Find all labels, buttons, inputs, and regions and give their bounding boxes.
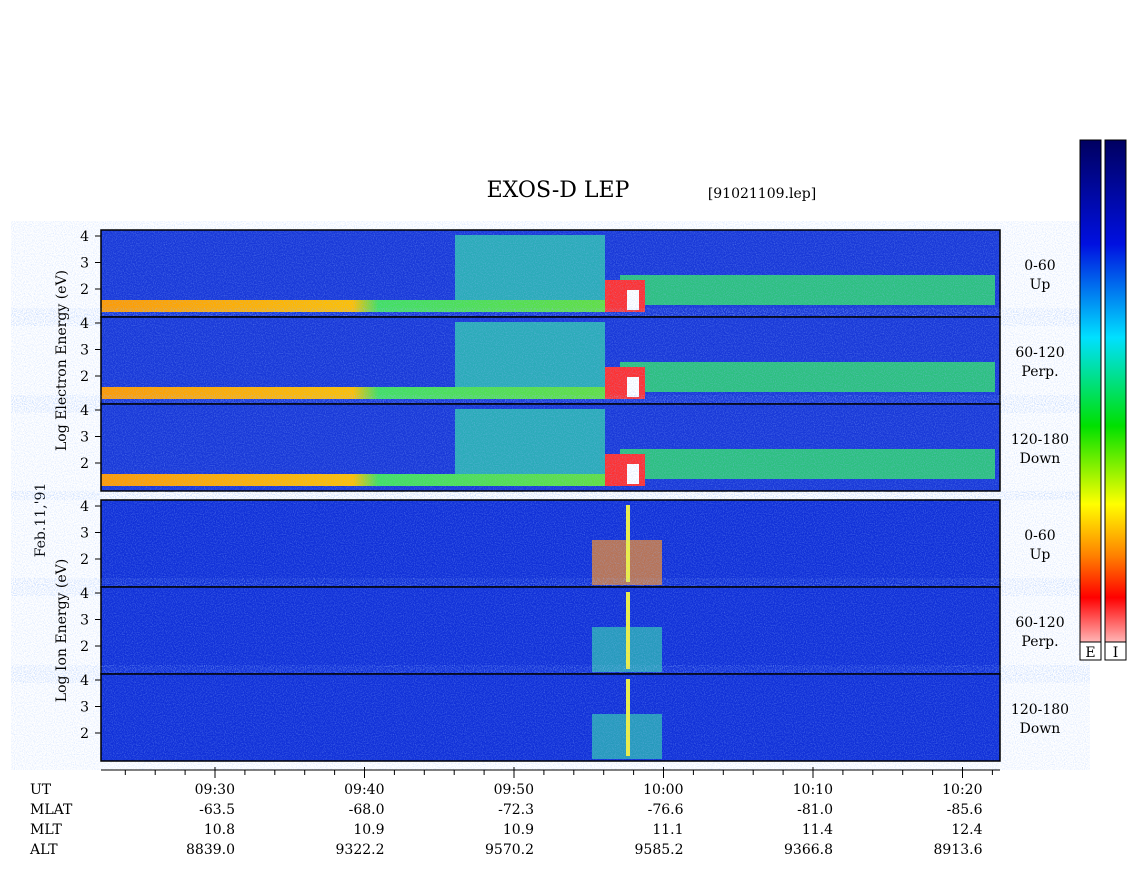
y-axis-label: Log Electron Energy (eV)	[54, 270, 70, 451]
y-tick-label: 2	[80, 282, 89, 298]
row-value: 09:30	[195, 782, 235, 798]
title: EXOS-D LEP	[487, 178, 630, 203]
y-tick-label: 2	[80, 456, 89, 472]
y-axis-label: Log Ion Energy (eV)	[54, 559, 70, 702]
y-tick-label: 4	[80, 499, 89, 515]
y-tick-label: 3	[80, 526, 89, 542]
row-value: 10.8	[204, 822, 235, 838]
row-value: 10.9	[503, 822, 534, 838]
y-tick-label: 4	[80, 673, 89, 689]
row-value: 8839.0	[186, 842, 235, 858]
noise	[101, 587, 1000, 674]
row-value: 10:00	[643, 782, 683, 798]
color-bar-label: I	[1113, 645, 1119, 661]
row-name: MLAT	[30, 802, 73, 818]
row-value: 9570.2	[485, 842, 534, 858]
noise	[101, 674, 1000, 761]
row-value: 9585.2	[635, 842, 684, 858]
y-tick-label: 3	[80, 613, 89, 629]
row-value: -63.5	[199, 802, 235, 818]
row-value: 10.9	[353, 822, 384, 838]
y-tick-label: 4	[80, 586, 89, 602]
y-tick-label: 3	[80, 256, 89, 272]
pitch-angle: 60-120	[1015, 615, 1064, 631]
row-value: 11.4	[802, 822, 833, 838]
pitch-angle: 120-180	[1011, 702, 1069, 718]
y-tick-label: 2	[80, 369, 89, 385]
noise	[101, 500, 1000, 587]
y-tick-label: 3	[80, 343, 89, 359]
direction: Perp.	[1021, 364, 1058, 380]
row-value: 9366.8	[784, 842, 833, 858]
direction: Up	[1030, 277, 1051, 293]
file-name: [91021109.lep]	[708, 186, 816, 202]
y-tick-label: 3	[80, 430, 89, 446]
row-name: UT	[30, 782, 52, 798]
row-value: -81.0	[797, 802, 833, 818]
direction: Down	[1020, 451, 1061, 467]
row-value: 09:50	[494, 782, 534, 798]
row-value: -76.6	[648, 802, 684, 818]
panel-frame	[100, 673, 1001, 762]
row-value: -68.0	[349, 802, 385, 818]
y-tick-label: 4	[80, 316, 89, 332]
row-value: 11.1	[652, 822, 683, 838]
row-value: 10:20	[942, 782, 982, 798]
noise	[101, 230, 1000, 317]
date: Feb.11,'91	[33, 483, 49, 558]
row-value: 09:40	[344, 782, 384, 798]
color-bar	[1104, 139, 1127, 661]
y-tick-label: 2	[80, 639, 89, 655]
noise	[101, 404, 1000, 491]
direction: Down	[1020, 721, 1061, 737]
y-tick-label: 4	[80, 403, 89, 419]
row-value: 8913.6	[934, 842, 983, 858]
y-tick-label: 2	[80, 552, 89, 568]
row-value: 10:10	[793, 782, 833, 798]
direction: Perp.	[1021, 634, 1058, 650]
row-value: -72.3	[498, 802, 534, 818]
row-value: 12.4	[951, 822, 982, 838]
pitch-angle: 0-60	[1024, 258, 1055, 274]
panel-frame	[100, 403, 1001, 492]
row-name: ALT	[29, 842, 58, 858]
row-value: 9322.2	[336, 842, 385, 858]
direction: Up	[1030, 547, 1051, 563]
pitch-angle: 60-120	[1015, 345, 1064, 361]
color-bar	[1079, 139, 1102, 661]
y-tick-label: 2	[80, 726, 89, 742]
color-bar-label: E	[1085, 645, 1095, 661]
pitch-angle: 120-180	[1011, 432, 1069, 448]
y-tick-label: 3	[80, 700, 89, 716]
color-bar-box	[1079, 641, 1102, 661]
noise	[101, 317, 1000, 404]
row-value: -85.6	[947, 802, 983, 818]
color-bar-box	[1104, 641, 1127, 661]
y-tick-label: 4	[80, 229, 89, 245]
row-name: MLT	[30, 822, 62, 838]
pitch-angle: 0-60	[1024, 528, 1055, 544]
